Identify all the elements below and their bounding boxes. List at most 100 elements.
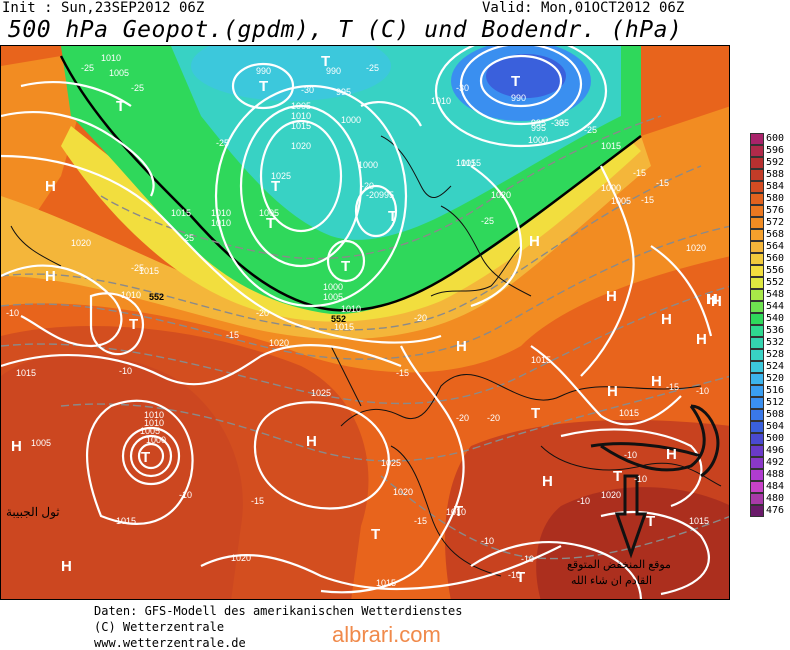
field-deep-red-east — [536, 487, 729, 599]
scale-label: 520 — [766, 373, 785, 384]
low-pressure-label: T — [646, 513, 655, 530]
isobar-value: 1015 — [531, 355, 551, 365]
scale-label: 528 — [766, 349, 785, 360]
temperature-value: -25 — [216, 138, 229, 148]
scale-label: 524 — [766, 361, 785, 372]
scale-label: 584 — [766, 181, 785, 192]
temperature-value: -35 — [556, 118, 569, 128]
scale-swatch — [750, 409, 764, 421]
temperature-value: -15 — [396, 368, 409, 378]
isobar-value: 1020 — [291, 141, 311, 151]
scale-label: 484 — [766, 481, 785, 492]
scale-label: 564 — [766, 241, 785, 252]
isobar-value: 1010 — [101, 53, 121, 63]
scale-label: 600 — [766, 133, 785, 144]
temperature-value: -20 — [366, 190, 379, 200]
high-pressure-label: H — [529, 233, 540, 250]
scale-swatch — [750, 145, 764, 157]
field-orange-north-atlantic — [1, 56, 81, 246]
temperature-value: -25 — [366, 63, 379, 73]
high-pressure-label: H — [456, 338, 467, 355]
isobar-value: 990 — [256, 66, 271, 76]
isobar-value: 990 — [511, 93, 526, 103]
isobar-value: 1020 — [393, 487, 413, 497]
scale-swatch — [750, 313, 764, 325]
isobar-value: 1020 — [71, 238, 91, 248]
high-pressure-label: H — [696, 331, 707, 348]
isobar-value: 1010 — [144, 418, 164, 428]
isobar-value: 1010 — [431, 96, 451, 106]
temperature-value: -30 — [301, 85, 314, 95]
temperature-value: -15 — [666, 382, 679, 392]
scale-label: 492 — [766, 457, 785, 468]
temperature-value: -30 — [551, 118, 564, 128]
scale-swatch — [750, 481, 764, 493]
isobar-value: 1000 — [358, 160, 378, 170]
temperature-value: -10 — [508, 570, 521, 580]
low-pressure-label: T — [321, 53, 330, 70]
scale-swatch — [750, 337, 764, 349]
init-time-label: Init : Sun,23SEP2012 06Z — [2, 0, 205, 16]
temperature-value: -25 — [481, 216, 494, 226]
temperature-value: -25 — [131, 263, 144, 273]
isobar-value: 1005 — [109, 68, 129, 78]
isobar-value: 1005 — [611, 196, 631, 206]
high-pressure-label: H — [45, 178, 56, 195]
high-pressure-label: H — [651, 373, 662, 390]
high-pressure-label: H — [711, 293, 722, 310]
high-pressure-label: H — [666, 446, 677, 463]
scale-swatch — [750, 157, 764, 169]
low-pressure-label: T — [271, 178, 280, 195]
isobar-value: 995 — [379, 190, 394, 200]
footer-copyright: (C) Wetterzentrale — [94, 620, 225, 634]
isobar-value: 1010 — [341, 304, 361, 314]
temperature-value: -10 — [634, 474, 647, 484]
scale-swatch — [750, 397, 764, 409]
low-pressure-label: T — [341, 258, 350, 275]
scale-swatch — [750, 241, 764, 253]
isobar-value: 1015 — [456, 158, 476, 168]
isobar-value: 1020 — [231, 553, 251, 563]
scale-label: 592 — [766, 157, 785, 168]
isobar-value: 1015 — [601, 141, 621, 151]
scale-swatch — [750, 253, 764, 265]
footer-url: www.wetterzentrale.de — [94, 636, 246, 650]
scale-swatch — [750, 205, 764, 217]
isobar-value: 1015 — [139, 266, 159, 276]
temperature-value: -10 — [6, 308, 19, 318]
weather-map: 552 552 H H H H H H H H H H H H H H H H … — [0, 45, 730, 600]
scale-label: 536 — [766, 325, 785, 336]
low-pressure-label: T — [116, 98, 125, 115]
scale-swatch — [750, 133, 764, 145]
scale-label: 568 — [766, 229, 785, 240]
scale-swatch — [750, 361, 764, 373]
temperature-value: -20 — [487, 413, 500, 423]
low-pressure-label: T — [454, 503, 463, 520]
chart-title: 500 hPa Geopot.(gpdm), T (C) und Bodendr… — [8, 17, 683, 43]
hand-drawn-trough-line — [600, 404, 720, 478]
temperature-value: -10 — [577, 496, 590, 506]
scale-swatch — [750, 277, 764, 289]
scale-label: 480 — [766, 493, 785, 504]
scale-swatch — [750, 289, 764, 301]
temperature-value: -15 — [414, 516, 427, 526]
isobar-value: 1005 — [291, 101, 311, 111]
high-pressure-label: H — [45, 268, 56, 285]
isobar-value: 1010 — [211, 208, 231, 218]
isobar-value: 1000 — [341, 115, 361, 125]
temperature-value: -25 — [181, 233, 194, 243]
scale-label: 504 — [766, 421, 785, 432]
scale-label: 580 — [766, 193, 785, 204]
isobar-value: 1015 — [619, 408, 639, 418]
low-pressure-label: T — [516, 569, 525, 586]
isobar-value: 1015 — [291, 121, 311, 131]
annotation-left: ثول الجبيبة — [6, 505, 60, 519]
temperature-value: -15 — [633, 168, 646, 178]
isobar-value: 1010 — [144, 410, 164, 420]
scale-swatch — [750, 505, 764, 517]
isobar-value: 1025 — [311, 388, 331, 398]
isobar-value: 1015 — [461, 158, 481, 168]
isobar-value: 1005 — [31, 438, 51, 448]
scale-label: 508 — [766, 409, 785, 420]
isobar-value: 995 — [531, 118, 546, 128]
